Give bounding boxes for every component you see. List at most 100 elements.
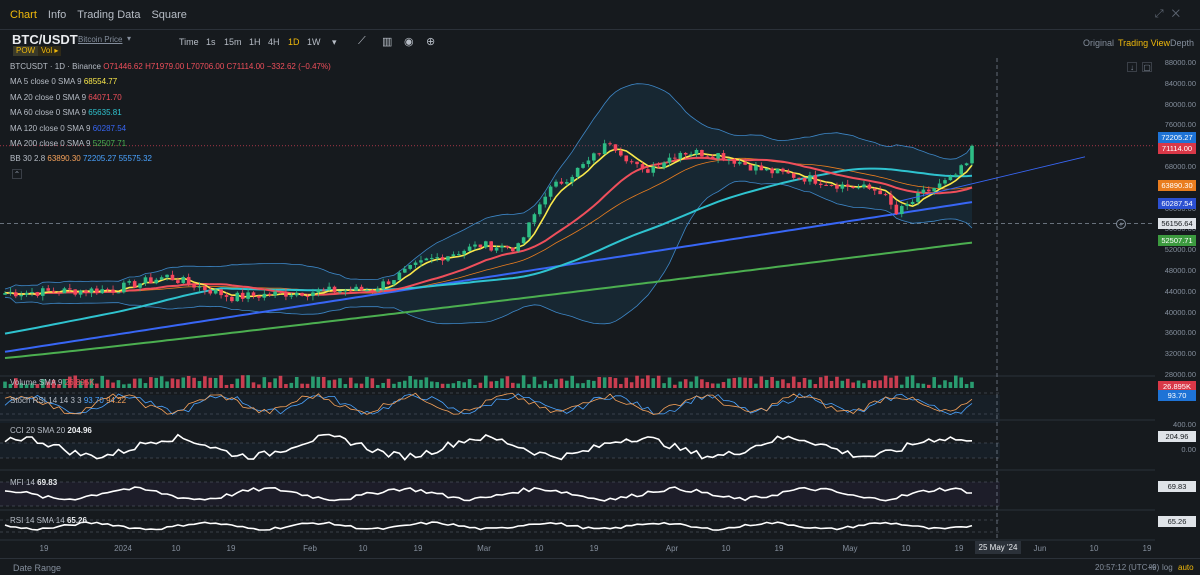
price-axis-label: 84000.00 xyxy=(1164,78,1196,88)
candle-body xyxy=(921,189,926,193)
candle-body xyxy=(570,176,575,183)
tf-1d[interactable]: 1D xyxy=(288,37,300,47)
percent-toggle[interactable]: % xyxy=(1149,563,1157,572)
date-range-button[interactable]: Date Range xyxy=(13,563,61,573)
volume-label: Volume SMA 9 xyxy=(10,378,63,387)
tf-4h[interactable]: 4H xyxy=(268,37,280,47)
add-icon[interactable]: ⊕ xyxy=(426,36,436,48)
download-icon[interactable]: ↓ xyxy=(1127,62,1137,72)
volume-bar xyxy=(359,383,364,388)
volume-bar xyxy=(467,379,472,388)
view-depth[interactable]: Depth xyxy=(1170,38,1195,48)
volume-bar xyxy=(700,379,704,388)
candle-body xyxy=(781,168,785,172)
candle-body xyxy=(235,292,240,302)
log-toggle[interactable]: log xyxy=(1162,563,1173,572)
volume-bar xyxy=(910,375,915,388)
candle-body xyxy=(208,290,213,294)
tf-1h[interactable]: 1H xyxy=(249,37,261,47)
tf-15m[interactable]: 15m xyxy=(224,37,242,47)
more-timeframes-icon[interactable]: ▾ xyxy=(332,37,337,47)
candle-body xyxy=(132,281,137,288)
volume-bar xyxy=(348,377,353,388)
volume-bar xyxy=(462,382,466,388)
add-alert-icon[interactable]: + xyxy=(1116,219,1126,229)
price-chart[interactable] xyxy=(0,0,1200,560)
candle-body xyxy=(511,247,515,252)
volume-bar xyxy=(845,378,850,388)
settings-icon[interactable]: ▥ xyxy=(382,36,393,48)
volume-bar xyxy=(370,378,375,388)
ma20-legend: MA 20 close 0 SMA 9 64071.70 xyxy=(10,93,122,102)
candle-body xyxy=(926,189,931,192)
chevron-down-icon[interactable]: ▾ xyxy=(127,34,132,43)
volume-bar xyxy=(294,377,299,388)
volume-bar xyxy=(786,383,791,388)
candle-body xyxy=(451,254,456,257)
volume-bar xyxy=(678,381,683,388)
bb-upper-tag: 72205.27 xyxy=(1158,132,1196,143)
ma120-line xyxy=(4,201,973,353)
candle-body xyxy=(386,281,391,285)
candle-body xyxy=(251,292,256,296)
candle-body xyxy=(365,290,369,292)
volume-bar xyxy=(424,377,429,388)
ma20-line xyxy=(4,156,973,296)
candle-body xyxy=(586,160,591,165)
collapse-legend-icon[interactable]: ⌃ xyxy=(12,169,22,179)
expand-icon[interactable]: ⤢ xyxy=(1154,8,1172,20)
auto-toggle[interactable]: auto xyxy=(1178,563,1194,572)
view-trading[interactable]: Trading View xyxy=(1118,38,1171,48)
ma20-value: 64071.70 xyxy=(88,93,122,102)
candle-body xyxy=(8,292,13,294)
vol-badge[interactable]: Vol ▸ xyxy=(38,46,62,56)
view-original[interactable]: Original xyxy=(1083,38,1115,48)
fullscreen-icon[interactable]: ▢ xyxy=(1142,62,1152,72)
volume-bar xyxy=(743,377,747,388)
tf-1w[interactable]: 1W xyxy=(307,37,321,47)
candle-body xyxy=(581,164,585,168)
stoch-k-value: 93.70 xyxy=(83,396,104,405)
volume-bar xyxy=(24,384,29,388)
candle-body xyxy=(3,293,7,295)
volume-bar xyxy=(511,382,515,388)
candle-body xyxy=(629,161,634,163)
cci-axis-0: 0.00 xyxy=(1181,445,1196,454)
price-axis-label: 52000.00 xyxy=(1164,245,1196,255)
volume-bar xyxy=(943,380,947,388)
tf-1s[interactable]: 1s xyxy=(206,37,216,47)
candle-body xyxy=(521,237,526,244)
tf-time[interactable]: Time xyxy=(179,37,199,47)
candle-body xyxy=(554,181,558,187)
camera-icon[interactable]: ◉ xyxy=(404,36,414,48)
tab-trading-data[interactable]: Trading Data xyxy=(77,8,141,21)
close-icon[interactable]: ✕ xyxy=(1171,8,1188,20)
volume-bar xyxy=(586,379,591,388)
candle-body xyxy=(608,143,612,145)
candle-body xyxy=(224,295,229,297)
candle-body xyxy=(73,289,78,295)
volume-bar xyxy=(8,383,13,388)
volume-bar xyxy=(543,380,548,388)
top-tabs: Chart Info Trading Data Square xyxy=(0,0,1200,30)
volume-bar xyxy=(305,383,310,388)
candle-body xyxy=(78,290,83,295)
indicators-icon[interactable]: ⟋ xyxy=(358,35,366,47)
tab-chart[interactable]: Chart xyxy=(10,8,37,21)
volume-bar xyxy=(402,380,407,388)
volume-bar xyxy=(278,375,283,388)
volume-bar xyxy=(300,383,304,388)
candle-body xyxy=(408,264,412,269)
volume-bar xyxy=(213,377,218,388)
volume-bar xyxy=(624,377,629,388)
candle-body xyxy=(354,286,358,291)
volume-bar xyxy=(818,377,823,388)
candle-body xyxy=(122,282,126,293)
volume-bar xyxy=(51,379,56,388)
mfi-label: MFI 14 xyxy=(10,478,35,487)
tab-square[interactable]: Square xyxy=(151,8,187,21)
pair-title[interactable]: BTC/USDT xyxy=(12,32,78,47)
tab-info[interactable]: Info xyxy=(47,8,67,21)
bitcoin-price-link[interactable]: Bitcoin Price xyxy=(78,35,123,44)
volume-bar xyxy=(824,375,828,388)
